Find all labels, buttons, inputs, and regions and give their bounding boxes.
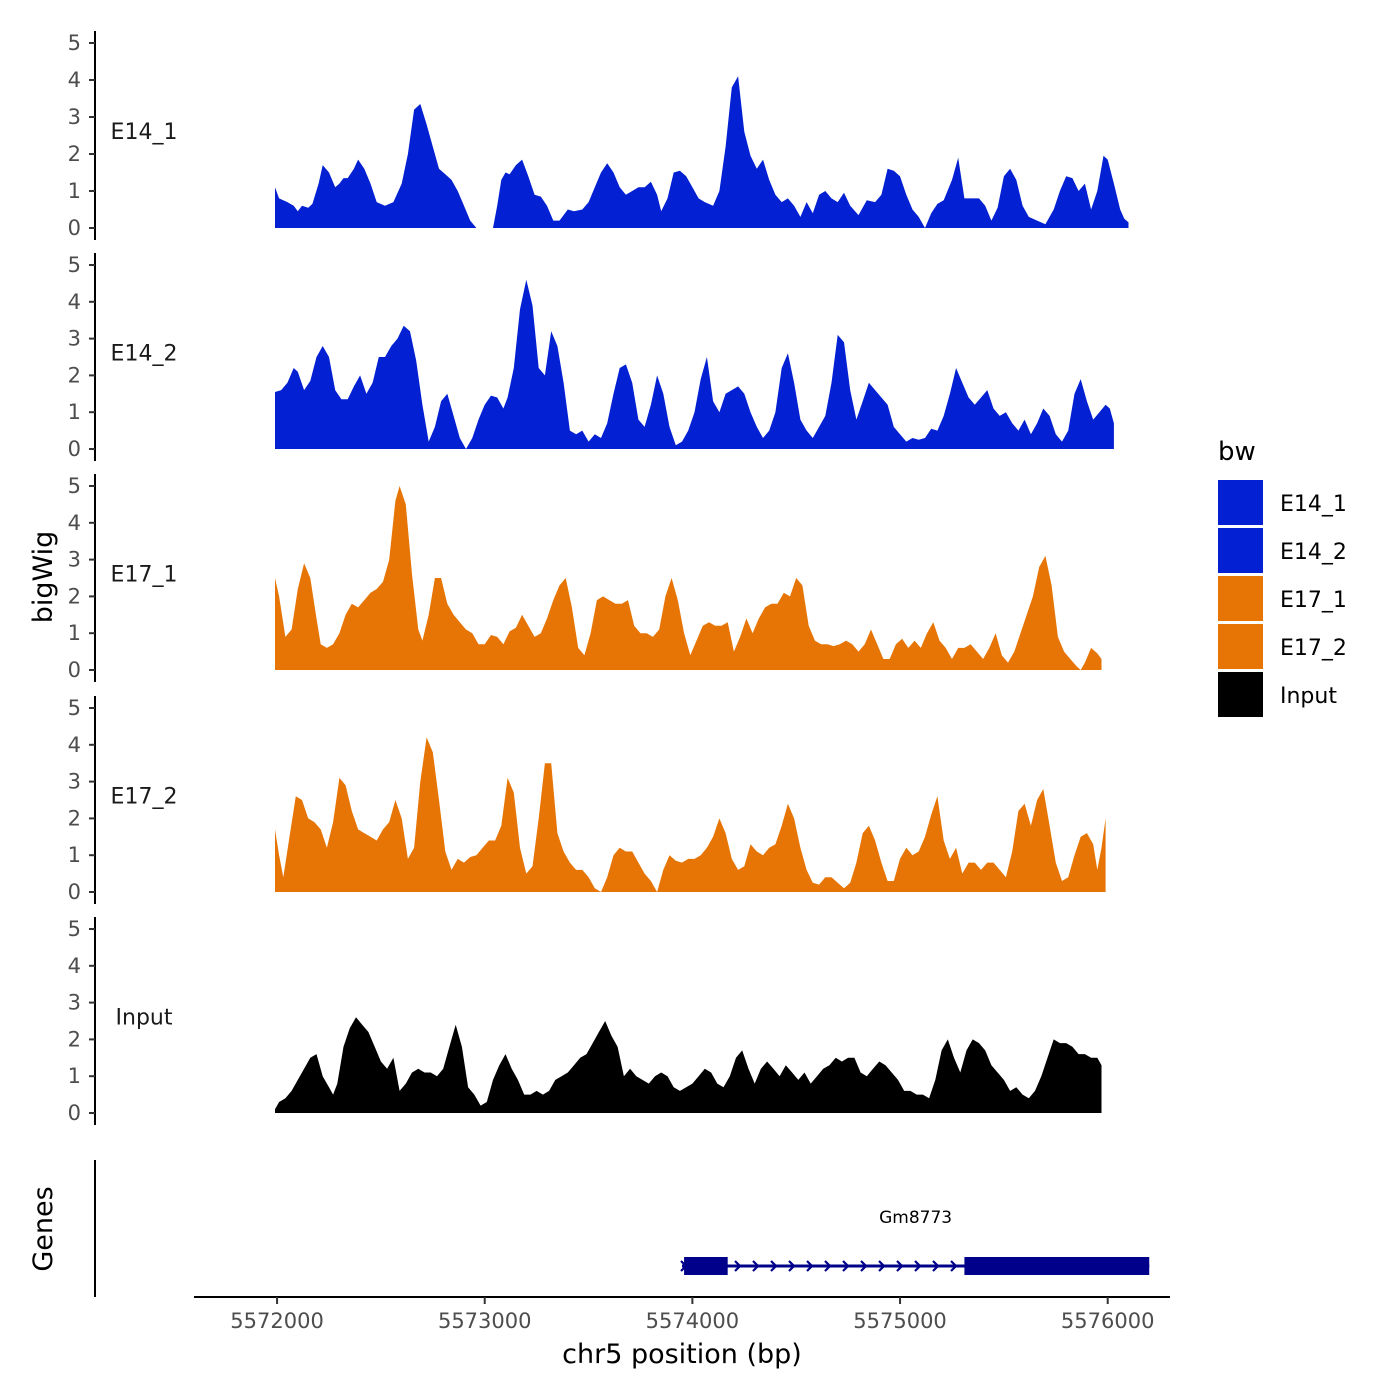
strand-arrow <box>806 1260 814 1272</box>
tracks-group: 0 1 2 3 4 5 E14_1 0 1 2 3 4 5 E14_2 0 1 2 3 4 5 E17_1 0 1 2 3 4 5 E… <box>68 31 1129 1125</box>
x-tick-label: 5576000 <box>1061 1309 1155 1333</box>
y-tick-label: 2 <box>68 363 81 387</box>
legend: bw E14_1 E14_2 E17_1 E17_2 Input <box>1218 437 1347 717</box>
y-tick-label: 0 <box>68 216 81 240</box>
y-tick-label: 4 <box>68 733 81 757</box>
y-tick-label: 0 <box>68 880 81 904</box>
track-label-E17_1: E17_1 <box>111 563 178 588</box>
area-E14_1 <box>275 76 1129 228</box>
track-Input: 0 1 2 3 4 5 Input <box>68 917 1102 1125</box>
legend-key-E14_1 <box>1218 480 1263 525</box>
gene-Gm8773: Gm8773 <box>680 1208 1150 1275</box>
y-tick-label: 3 <box>68 548 81 572</box>
x-tick-label: 5573000 <box>438 1309 532 1333</box>
y-axis-title: bigWig <box>28 531 59 624</box>
y-tick-label: 3 <box>68 105 81 129</box>
y-tick-label: 1 <box>68 400 81 424</box>
legend-label-E17_1: E17_1 <box>1280 588 1347 613</box>
area-E17_2 <box>275 737 1106 892</box>
track-E14_2: 0 1 2 3 4 5 E14_2 <box>68 253 1114 461</box>
y-tick-label: 4 <box>68 290 81 314</box>
y-tick-label: 1 <box>68 621 81 645</box>
strand-arrow <box>752 1260 760 1272</box>
gene-exon <box>684 1257 728 1275</box>
y-tick-label: 5 <box>68 474 81 498</box>
y-tick-label: 0 <box>68 437 81 461</box>
track-E17_2: 0 1 2 3 4 5 E17_2 <box>68 696 1106 904</box>
strand-arrow <box>878 1260 886 1272</box>
track-label-Input: Input <box>116 1006 173 1031</box>
legend-label-Input: Input <box>1280 684 1337 709</box>
area-E17_1 <box>275 486 1102 670</box>
x-tick-label: 5574000 <box>646 1309 740 1333</box>
gene-exon <box>964 1257 1150 1275</box>
legend-label-E17_2: E17_2 <box>1280 636 1347 661</box>
y-tick-label: 2 <box>68 1027 81 1051</box>
y-tick-label: 1 <box>68 1064 81 1088</box>
y-tick-label: 1 <box>68 843 81 867</box>
strand-arrow <box>842 1260 850 1272</box>
strand-arrow <box>734 1260 742 1272</box>
genes-panel: Genes Gm8773 <box>28 1160 1150 1297</box>
y-tick-label: 0 <box>68 658 81 682</box>
strand-arrow <box>770 1260 778 1272</box>
genes-axis-title: Genes <box>28 1186 59 1271</box>
legend-key-E17_1 <box>1218 576 1263 621</box>
legend-label-E14_2: E14_2 <box>1280 540 1347 565</box>
x-axis-title: chr5 position (bp) <box>562 1339 802 1370</box>
track-E17_1: 0 1 2 3 4 5 E17_1 <box>68 474 1102 682</box>
track-E14_1: 0 1 2 3 4 5 E14_1 <box>68 31 1129 240</box>
y-tick-label: 2 <box>68 584 81 608</box>
y-tick-label: 5 <box>68 253 81 277</box>
strand-arrow <box>824 1260 832 1272</box>
legend-title: bw <box>1218 437 1256 467</box>
legend-items: E14_1 E14_2 E17_1 E17_2 Input <box>1218 480 1347 717</box>
area-E14_2 <box>275 279 1114 449</box>
y-tick-label: 3 <box>68 770 81 794</box>
y-tick-label: 3 <box>68 327 81 351</box>
legend-key-Input <box>1218 672 1263 717</box>
strand-arrow <box>788 1260 796 1272</box>
gene-glyphs: Gm8773 <box>680 1208 1150 1275</box>
y-tick-label: 4 <box>68 954 81 978</box>
x-tick-label: 5575000 <box>853 1309 947 1333</box>
y-tick-label: 2 <box>68 806 81 830</box>
strand-arrow <box>932 1260 940 1272</box>
y-tick-label: 2 <box>68 142 81 166</box>
y-tick-label: 1 <box>68 179 81 203</box>
y-tick-label: 5 <box>68 696 81 720</box>
y-tick-label: 0 <box>68 1101 81 1125</box>
area-Input <box>275 1017 1102 1113</box>
y-tick-label: 5 <box>68 31 81 55</box>
track-label-E17_2: E17_2 <box>111 785 178 810</box>
y-tick-label: 3 <box>68 991 81 1015</box>
y-tick-label: 4 <box>68 511 81 535</box>
strand-arrow <box>860 1260 868 1272</box>
legend-key-E14_2 <box>1218 528 1263 573</box>
y-tick-label: 4 <box>68 68 81 92</box>
strand-arrow <box>950 1260 958 1272</box>
x-tick-label: 5572000 <box>230 1309 324 1333</box>
strand-arrow <box>896 1260 904 1272</box>
track-label-E14_2: E14_2 <box>111 342 178 367</box>
strand-arrow <box>914 1260 922 1272</box>
legend-key-E17_2 <box>1218 624 1263 669</box>
x-ticks: 5572000 5573000 5574000 5575000 5576000 <box>230 1297 1154 1333</box>
gene-name-label: Gm8773 <box>879 1208 952 1228</box>
track-label-E14_1: E14_1 <box>111 120 178 145</box>
y-tick-label: 5 <box>68 917 81 941</box>
x-axis: 5572000 5573000 5574000 5575000 5576000 chr5… <box>194 1296 1170 1370</box>
legend-label-E14_1: E14_1 <box>1280 492 1347 517</box>
